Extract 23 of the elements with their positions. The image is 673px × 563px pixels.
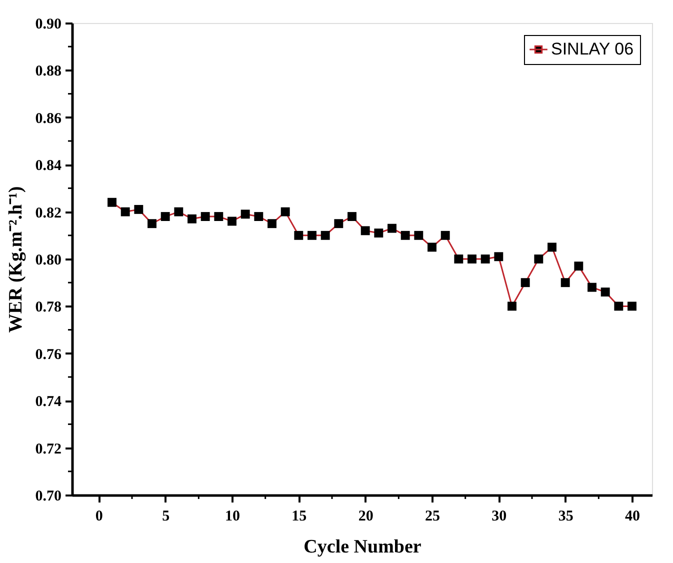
x-tick-label: 40: [625, 508, 640, 524]
y-tick-label: 0.88: [35, 64, 62, 80]
y-tick-label: 0.84: [35, 158, 62, 174]
y-tick-label: 0.76: [35, 346, 62, 363]
y-tick-label: 0.90: [35, 16, 62, 32]
y-tick-label: 0.80: [35, 252, 62, 268]
y-tick-label: 0.70: [35, 488, 62, 504]
y-tick-label: 0.86: [35, 110, 62, 127]
y-axis-title: WER (Kg.m⁻².h⁻¹): [5, 186, 26, 333]
y-tick-label: 0.74: [35, 394, 62, 410]
y-tick-label: 0.78: [35, 300, 62, 316]
x-tick-label: 35: [558, 508, 574, 524]
legend-label: SINLAY 06: [551, 40, 634, 58]
x-tick-label: 30: [492, 508, 507, 524]
x-tick-label: 10: [225, 508, 240, 524]
y-tick-label: 0.82: [35, 205, 62, 222]
x-tick-label: 20: [358, 508, 374, 524]
y-tick-label: 0.72: [35, 441, 62, 458]
x-axis-title: Cycle Number: [304, 536, 422, 558]
x-tick-label: 5: [162, 508, 170, 524]
x-tick-label: 0: [95, 508, 103, 524]
x-tick-label: 15: [292, 508, 307, 524]
x-tick-label: 25: [425, 508, 440, 524]
